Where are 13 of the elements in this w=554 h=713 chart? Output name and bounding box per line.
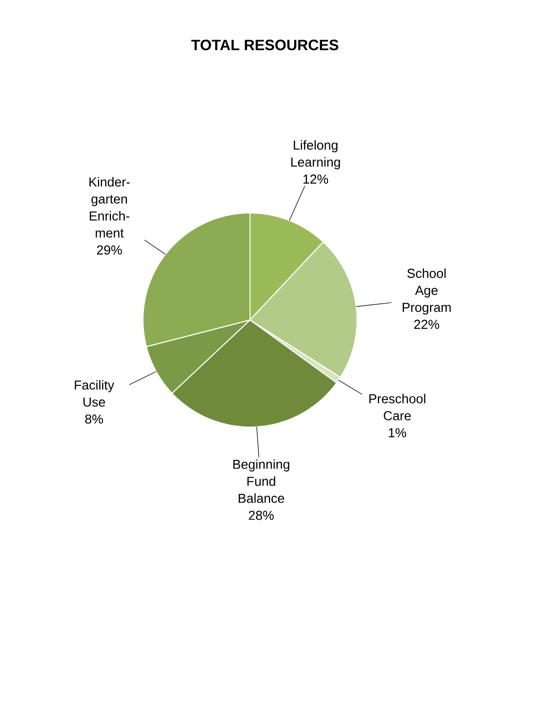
slice-label: Kinder-garten Enrich-ment — [89, 177, 130, 238]
slice-label: Beginning Fund Balance — [233, 459, 290, 503]
slice-label: Preschool Care — [369, 394, 426, 420]
slice-label: Lifelong Learning — [291, 140, 340, 170]
data-label: 12% — [304, 174, 328, 184]
data-label: 28% — [248, 510, 274, 520]
data-label: 8% — [85, 414, 103, 424]
data-label: 29% — [96, 245, 122, 255]
slice-label: Facility Use — [74, 380, 114, 407]
data-label: 1% — [388, 428, 406, 438]
chart-title: TOTAL RESOURCES — [191, 40, 338, 50]
data-label: 22% — [414, 320, 440, 329]
slice-label: School Age Program — [402, 268, 451, 315]
